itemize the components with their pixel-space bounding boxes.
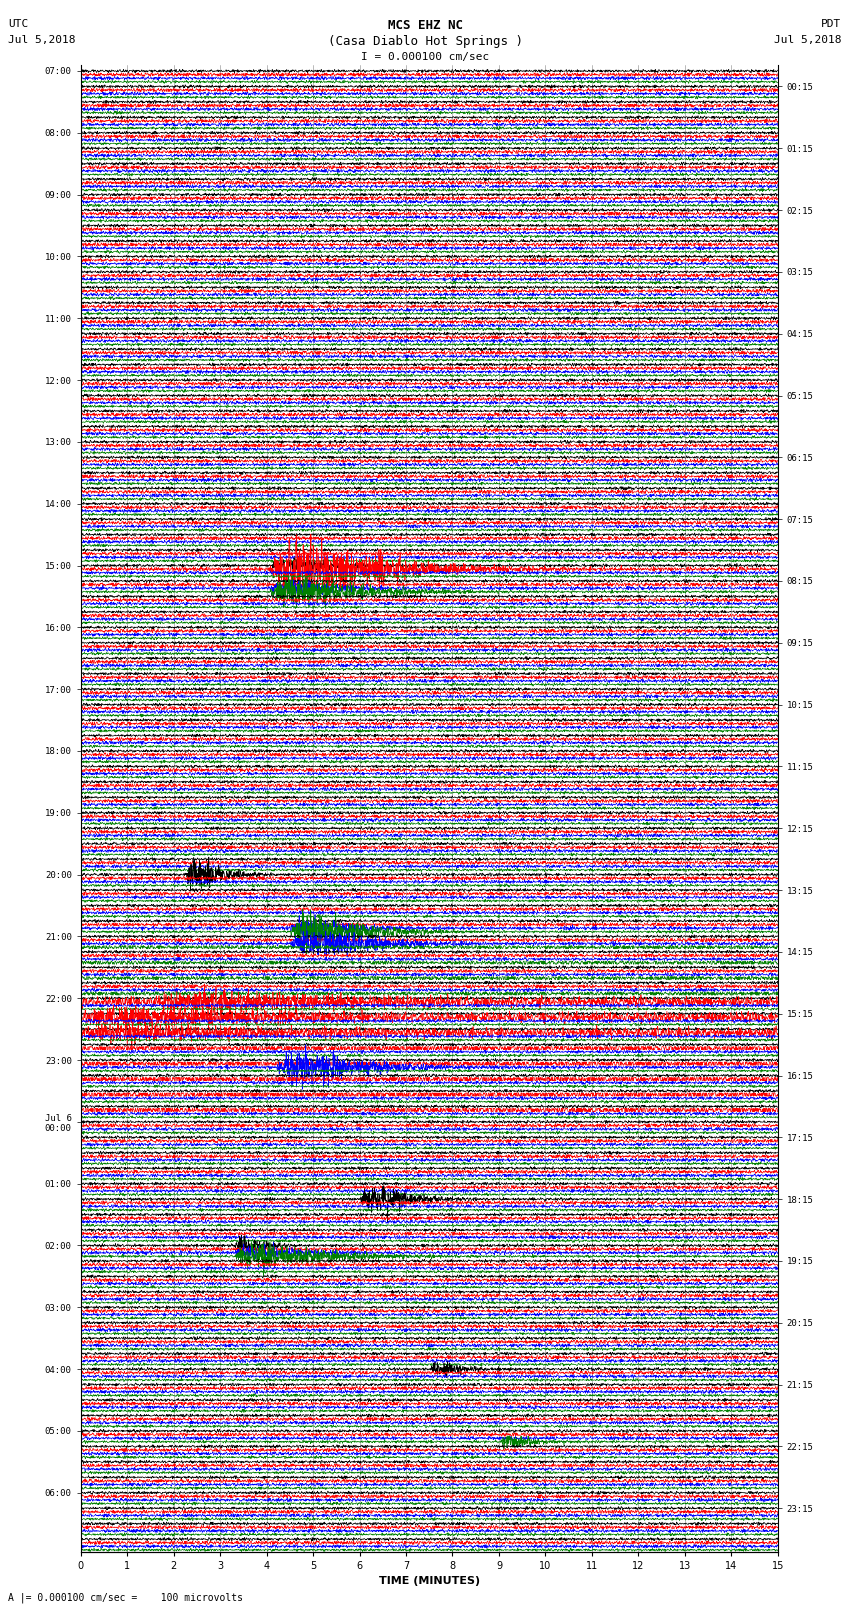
Text: (Casa Diablo Hot Springs ): (Casa Diablo Hot Springs ): [327, 35, 523, 48]
Text: Jul 5,2018: Jul 5,2018: [8, 35, 76, 45]
X-axis label: TIME (MINUTES): TIME (MINUTES): [379, 1576, 479, 1586]
Text: UTC: UTC: [8, 19, 29, 29]
Text: A |= 0.000100 cm/sec =    100 microvolts: A |= 0.000100 cm/sec = 100 microvolts: [8, 1592, 243, 1603]
Text: I = 0.000100 cm/sec: I = 0.000100 cm/sec: [361, 52, 489, 61]
Text: Jul 5,2018: Jul 5,2018: [774, 35, 842, 45]
Text: PDT: PDT: [821, 19, 842, 29]
Text: MCS EHZ NC: MCS EHZ NC: [388, 19, 462, 32]
